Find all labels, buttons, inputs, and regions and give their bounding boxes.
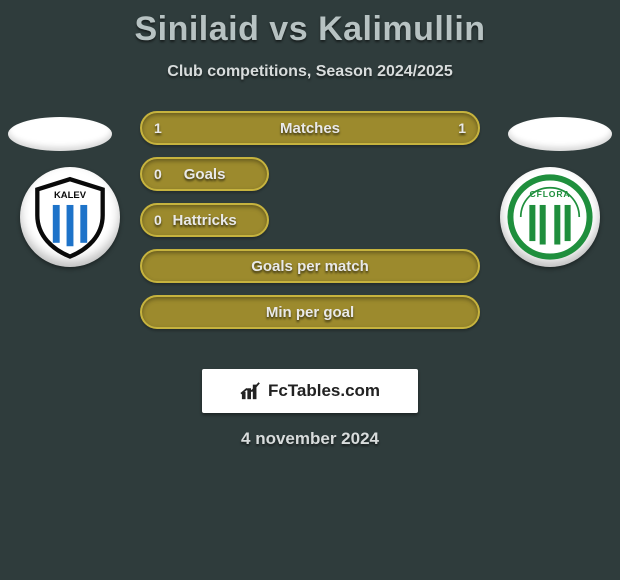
- stat-val-right: 1: [458, 120, 466, 136]
- club-badge-left: KALEV: [20, 167, 120, 267]
- brand-badge[interactable]: FcTables.com: [202, 369, 418, 413]
- stat-bar-min-per-goal: Min per goal: [140, 295, 480, 329]
- stat-val-left: 1: [154, 120, 162, 136]
- stat-bar-hattricks: 0 Hattricks: [140, 203, 269, 237]
- subtitle: Club competitions, Season 2024/2025: [0, 63, 620, 81]
- stat-bar-matches: 1 Matches 1: [140, 111, 480, 145]
- stat-val-left: 0: [154, 166, 162, 182]
- stat-label: Goals per match: [251, 258, 369, 275]
- player-right-placeholder: [508, 117, 612, 151]
- brand-text: FcTables.com: [268, 381, 380, 401]
- club-badge-right: CFLORA: [500, 167, 600, 267]
- stat-label: Matches: [280, 120, 340, 137]
- svg-text:KALEV: KALEV: [54, 190, 87, 201]
- stat-bar-goals: 0 Goals: [140, 157, 269, 191]
- stat-val-left: 0: [154, 212, 162, 228]
- stat-label: Hattricks: [172, 212, 236, 229]
- fcflora-logo-icon: CFLORA: [507, 174, 593, 260]
- kalev-logo-icon: KALEV: [27, 174, 113, 260]
- page-title: Sinilaid vs Kalimullin: [0, 0, 620, 49]
- comparison-stage: KALEV CFLORA 1 Matches 1 0 Goals 0: [0, 111, 620, 361]
- stat-bar-goals-per-match: Goals per match: [140, 249, 480, 283]
- stat-label: Goals: [184, 166, 226, 183]
- stat-label: Min per goal: [266, 304, 354, 321]
- svg-text:CFLORA: CFLORA: [530, 189, 571, 199]
- date-text: 4 november 2024: [0, 429, 620, 449]
- player-left-placeholder: [8, 117, 112, 151]
- stat-bars: 1 Matches 1 0 Goals 0 Hattricks Goals pe…: [140, 111, 480, 341]
- bar-chart-icon: [240, 381, 262, 401]
